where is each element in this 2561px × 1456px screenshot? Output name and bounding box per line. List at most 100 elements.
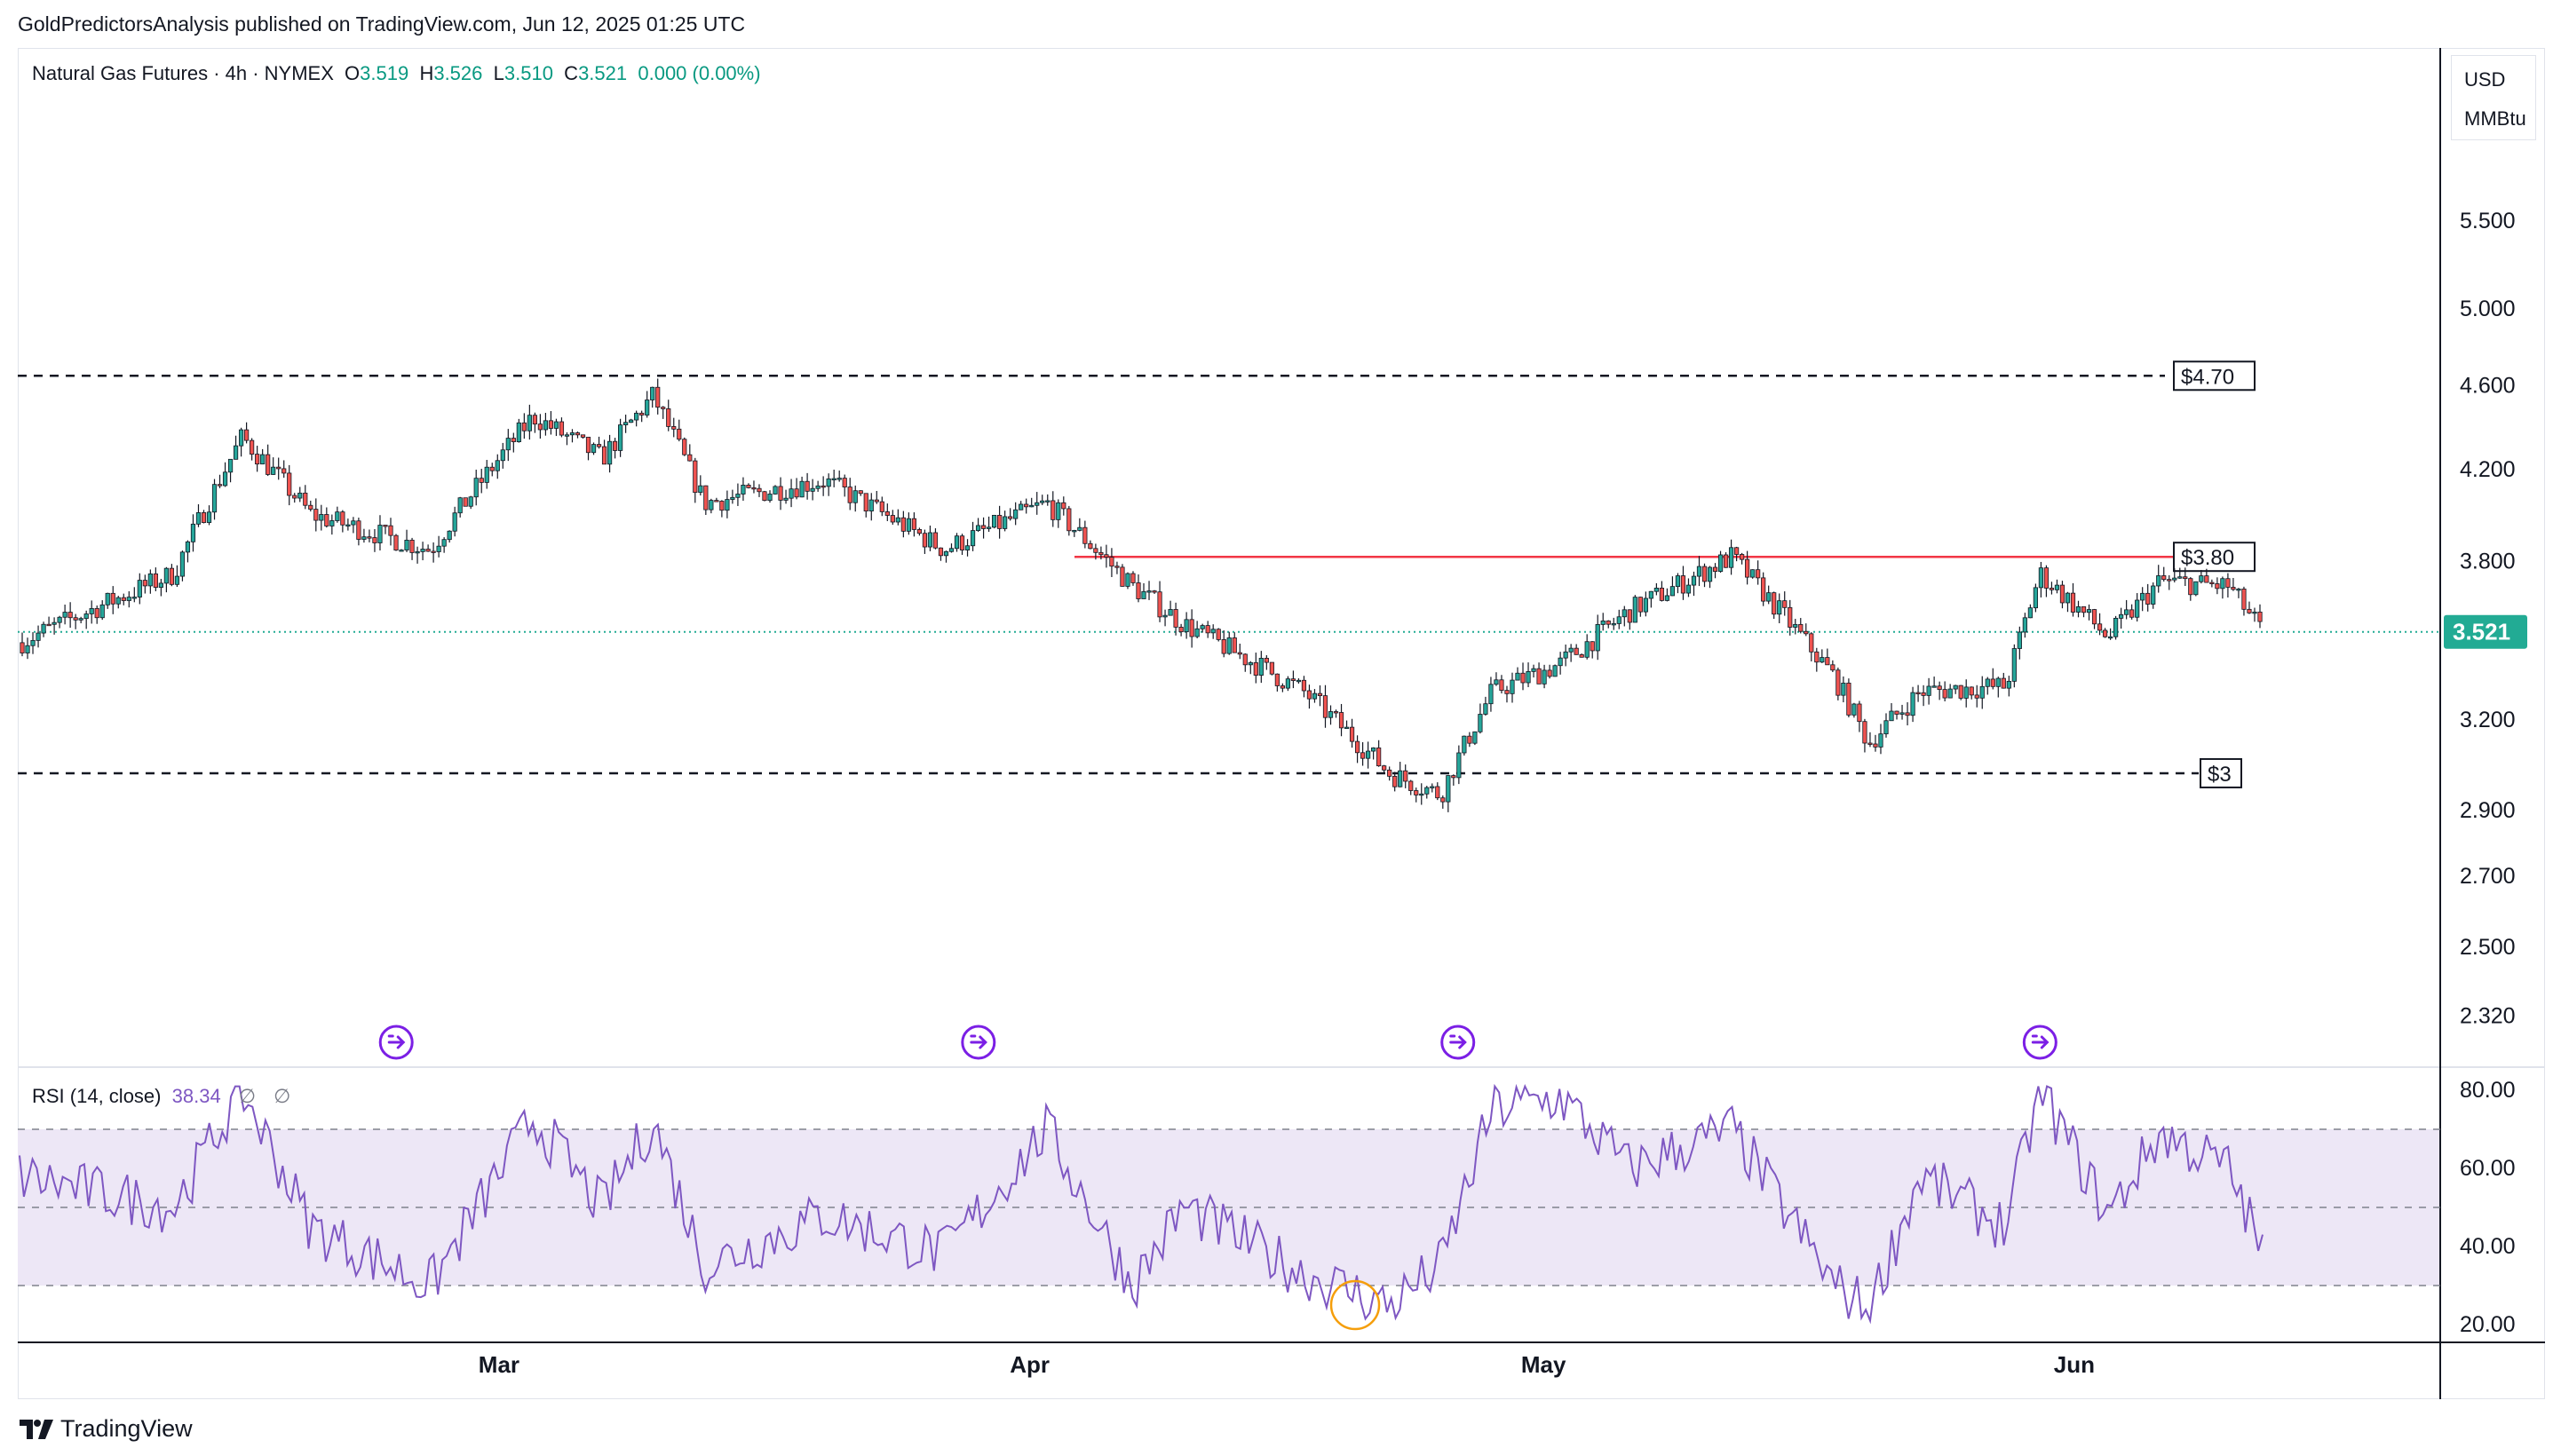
candle-down [1974,694,1979,699]
candle-up [2236,589,2241,591]
candle-down [250,439,255,455]
candle-down [1761,577,1766,602]
candle-up [131,597,137,599]
candle-up [1258,658,1264,676]
candle-down [1290,678,1296,681]
candle-up [1899,712,1905,715]
candle-down [266,454,271,475]
candle-up [1194,628,1200,637]
last-price-label: 3.521 [2453,619,2510,645]
candle-down [463,497,468,507]
candle-down [1782,600,1788,608]
candle-down [1798,623,1804,632]
candle-up [569,432,575,436]
rsi-oversold-highlight-circle [1329,1279,1381,1331]
candle-up [2135,599,2140,618]
candle-up [591,444,597,454]
candle-down [1862,721,1867,744]
event-arrow-icon [1449,1034,1467,1049]
candle-up [741,485,746,495]
candle-down [1152,590,1157,593]
candle-up [163,567,169,584]
candle-up [895,517,900,523]
candle-up [650,386,655,400]
currency-unit-button[interactable]: USD MMBtu [2451,55,2536,140]
candle-down [2257,611,2263,622]
candle-down [2091,609,2097,625]
candle-down [1830,664,1836,671]
candle-up [1851,703,1857,716]
close-label: C [564,62,579,84]
candle-up [1168,609,1173,616]
candle-up [2119,613,2124,619]
candle-down [671,426,677,430]
candle-up [500,449,505,462]
candle-down [601,446,607,465]
candle-down [1408,780,1414,791]
candle-up [420,549,425,552]
candle-down [922,533,928,548]
candle-down [1264,658,1269,663]
candle-down [201,512,207,523]
candle-up [2011,648,2017,682]
candle-up [260,454,266,465]
candle-down [1382,765,1387,771]
candle-down [751,487,757,490]
candle-down [1333,711,1339,714]
candle-up [1029,504,1035,508]
candle-down [1216,629,1221,640]
rsi-label: RSI (14, close) [32,1085,162,1107]
candle-up [185,541,191,553]
candle-down [778,486,783,501]
candle-up [52,621,57,625]
candle-down [281,468,287,474]
candle-down [682,439,687,455]
candle-up [1366,750,1371,759]
candle-down [1809,633,1814,653]
candle-up [1398,770,1403,787]
candle-down [425,549,431,552]
candle-down [1392,775,1398,787]
candle-down [612,440,618,451]
candle-up [607,440,613,465]
symbol-title: Natural Gas Futures · 4h · NYMEX [32,62,334,84]
candle-up [1568,647,1574,653]
candle-down [1499,679,1504,692]
candle-down [580,434,586,438]
candle-down [762,491,767,502]
candle-down [67,612,73,619]
candle-down [858,490,863,495]
candle-down [585,437,591,454]
candle-up [505,438,511,451]
candle-down [1836,669,1841,696]
candle-up [527,415,532,431]
candle-up [1953,684,1958,690]
candle-up [1040,500,1045,503]
candle-up [1419,793,1424,796]
candle-down [1354,740,1360,754]
candle-down [1387,769,1392,777]
candle-up [89,608,94,614]
candle-down [703,485,709,510]
candle-up [852,490,858,503]
candle-up [516,422,521,443]
candle-up [2172,577,2177,581]
candle-up [99,604,105,619]
candle-down [1804,630,1809,635]
candle-down [121,597,126,601]
candle-up [1563,651,1568,659]
time-tick-label: Mar [479,1351,519,1378]
candle-down [521,422,527,431]
candle-up [2033,587,2038,609]
candle-down [1349,726,1355,742]
candle-up [810,487,815,492]
tradingview-brand[interactable]: TradingView [20,1415,193,1443]
candle-up [773,486,778,495]
candle-down [1814,651,1820,663]
ohlc-values: O3.519 H3.526 L3.510 C3.521 0.000 (0.00%… [345,62,761,84]
rsi-tick-label: 40.00 [2460,1234,2516,1259]
candle-down [431,550,436,553]
candle-up [1653,588,1659,592]
candle-down [1178,626,1184,633]
